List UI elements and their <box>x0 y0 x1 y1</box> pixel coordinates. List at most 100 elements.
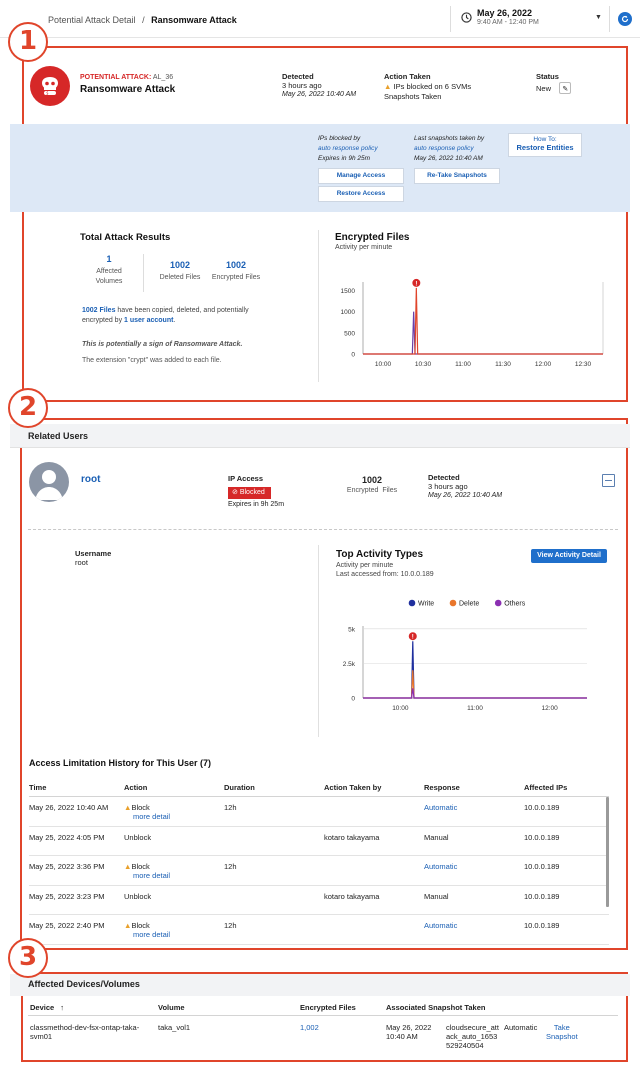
encrypted-files-link[interactable]: 1,002 <box>300 1023 319 1032</box>
warning-icon: ▲ <box>124 920 132 930</box>
annotation-badge-1: 1 <box>8 22 48 62</box>
annotation-box-3 <box>21 972 628 1062</box>
col-volume[interactable]: Volume <box>158 1003 185 1012</box>
action-snapshots: Snapshots Taken <box>384 92 442 101</box>
row-action-label: Unblock <box>124 891 152 901</box>
row-duration: 12h <box>224 855 324 886</box>
col-action-taken-by[interactable]: Action Taken by <box>324 780 424 797</box>
more-detail-link[interactable]: more detail <box>133 870 171 880</box>
volume-name: taka_vol1 <box>158 1023 191 1032</box>
username-label: Username <box>75 549 112 558</box>
series-line-1 <box>363 287 603 355</box>
auto-response-policy-link-2[interactable]: auto response policy <box>414 145 474 152</box>
attack-id: AL_36 <box>152 74 174 81</box>
user-files-stat: 1002 Encrypted Files <box>338 475 406 494</box>
files-link[interactable]: 1002 Files <box>82 307 116 314</box>
row-ip: 10.0.0.189 <box>524 855 609 886</box>
row-duration: 12h <box>224 796 324 827</box>
encrypted-files-chart: 0 500 1000 1500 10:00 10:30 11:00 11:30 12:00 12:… <box>341 278 604 368</box>
chevron-down-icon: ▼ <box>595 14 602 21</box>
snapshot-date-line-1: May 26, 2022 <box>386 1023 432 1032</box>
restore-access-button[interactable]: Restore Access <box>318 186 404 202</box>
row-action: ▲Block more detail <box>124 914 224 945</box>
blocked-icon: ⊘ <box>232 489 238 496</box>
row-action-label: Block <box>131 861 150 871</box>
more-detail-link[interactable]: more detail <box>133 929 171 939</box>
x-tick-label: 11:00 <box>455 361 471 368</box>
history-scrollbar[interactable] <box>606 797 609 907</box>
expires-label: Expires in 9h 25m <box>318 155 371 162</box>
extension-text: The extension "crypt" was added to each … <box>82 357 222 364</box>
clock-icon <box>461 12 472 23</box>
affected-volumes-label-1: Affected <box>96 268 122 275</box>
row-response[interactable]: Automatic <box>424 796 524 827</box>
row-ip: 10.0.0.189 <box>524 914 609 945</box>
affected-volumes-value[interactable]: 1 <box>106 254 112 264</box>
legend-dot-delete <box>449 599 457 607</box>
col-encrypted-files[interactable]: Encrypted Files <box>300 1003 356 1012</box>
user-account-link[interactable]: 1 user account <box>124 317 174 324</box>
col-duration[interactable]: Duration <box>224 780 324 797</box>
snapshot-name: cloudsecure_att ack_auto_1653 529240504 <box>446 1023 499 1050</box>
encrypted-files-value[interactable]: 1002 <box>225 260 247 270</box>
row-response[interactable]: Automatic <box>424 914 524 945</box>
series-line-delete <box>363 670 587 699</box>
row-time: May 25, 2022 3:36 PM <box>29 855 124 886</box>
devices-table-header: Device ↑ Volume Encrypted Files Associat… <box>28 1000 618 1016</box>
status-value: New <box>536 84 552 93</box>
col-snapshot[interactable]: Associated Snapshot Taken <box>386 1003 486 1012</box>
legend-label-write: Write <box>418 601 434 608</box>
devices-header <box>10 974 630 996</box>
snapshot-name-line-2: ack_auto_1653 <box>446 1032 498 1041</box>
section2-vertical-divider <box>318 545 319 737</box>
take-snapshot-link[interactable]: Take Snapshot <box>546 1023 578 1041</box>
x-tick-label: 11:30 <box>495 361 511 368</box>
legend-label-delete: Delete <box>459 601 479 608</box>
action-taken-label: Action Taken <box>384 72 431 81</box>
date-range-picker[interactable]: May 26, 2022 9:40 AM - 12:40 PM ▼ <box>450 6 610 32</box>
top-activity-subtitle: Activity per minute <box>336 562 394 569</box>
col-affected-ips[interactable]: Affected IPs <box>524 780 609 797</box>
attack-name: Ransomware Attack <box>80 84 176 95</box>
ip-access-label: IP Access <box>228 474 264 483</box>
retake-snapshots-button[interactable]: Re-Take Snapshots <box>414 168 500 184</box>
auto-response-policy-link-1[interactable]: auto response policy <box>318 145 378 152</box>
warning-icon: ▲ <box>124 802 132 812</box>
edit-status-button[interactable]: ✎ <box>559 82 572 94</box>
sort-arrow-icon: ↑ <box>60 1003 65 1012</box>
restore-entities-button[interactable]: How To: Restore Entities <box>508 133 582 157</box>
y-tick-label: 0 <box>351 352 355 359</box>
breadcrumb-prev-link[interactable]: Potential Attack Detail <box>48 15 136 25</box>
user-detected-label: Detected <box>428 473 460 482</box>
howto-label: How To: <box>533 136 557 143</box>
col-device[interactable]: Device ↑ <box>30 1003 64 1012</box>
legend-dot-write <box>408 599 416 607</box>
row-action-by <box>324 914 424 945</box>
col-action[interactable]: Action <box>124 780 224 797</box>
deleted-files-value[interactable]: 1002 <box>169 260 191 270</box>
collapse-button[interactable] <box>602 474 615 487</box>
user-detected-date: May 26, 2022 10:40 AM <box>428 492 503 499</box>
history-table: Time Action Duration Action Taken by Res… <box>29 780 609 945</box>
detected-block: Detected 3 hours ago May 26, 2022 10:40 … <box>282 72 356 99</box>
alert-marker-glyph: ! <box>412 635 414 641</box>
user-name-link[interactable]: root <box>81 474 101 485</box>
snapshot-date: May 26, 2022 10:40 AM <box>386 1023 431 1041</box>
top-header: Potential Attack Detail / Ransomware Att… <box>0 0 640 38</box>
refresh-button[interactable] <box>618 12 632 26</box>
user-detail-divider <box>28 529 618 530</box>
device-name-line-1: classmethod-dev-fsx-ontap-taka- <box>30 1023 140 1032</box>
manage-access-button[interactable]: Manage Access <box>318 168 404 184</box>
blocked-badge-label: Blocked <box>239 489 265 496</box>
col-response[interactable]: Response <box>424 780 524 797</box>
warning-icon: ▲ <box>384 82 392 91</box>
row-time: May 25, 2022 2:40 PM <box>29 914 124 945</box>
view-activity-detail-button[interactable]: View Activity Detail <box>531 549 607 563</box>
pencil-icon: ✎ <box>562 86 569 93</box>
row-response[interactable]: Automatic <box>424 855 524 886</box>
more-detail-link[interactable]: more detail <box>133 811 171 821</box>
history-title: Access Limitation History for This User … <box>29 758 212 768</box>
table-row: May 25, 2022 3:36 PM ▲Block more detail … <box>29 855 609 886</box>
results-divider <box>143 254 144 292</box>
col-time[interactable]: Time <box>29 780 124 797</box>
